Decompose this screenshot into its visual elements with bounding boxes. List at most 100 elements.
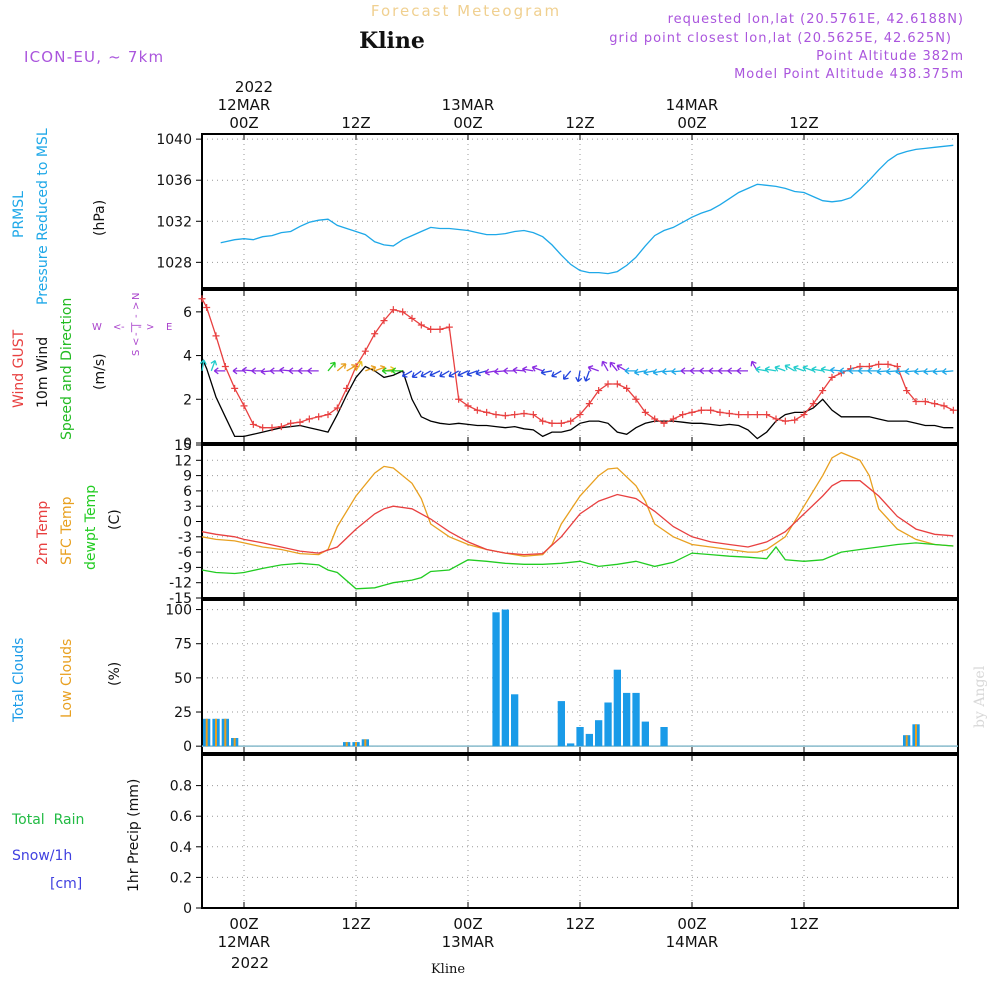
gust-marker-10	[287, 419, 295, 427]
compass-arrow-s: <	[131, 338, 142, 346]
wind-arrow-8	[279, 366, 291, 374]
wind-arrow-22	[411, 370, 422, 378]
wind-arrow-74	[895, 368, 907, 376]
gust-marker-24	[417, 321, 425, 329]
gust-marker-81	[949, 406, 957, 414]
wind-arrow-41	[587, 365, 599, 372]
wind-arrow-42	[601, 360, 609, 372]
ytick-label-temperature-7: 6	[183, 484, 192, 500]
wind-arrow-71	[867, 367, 879, 375]
compass-rose: N > - | - < S W < - | - > E	[92, 293, 172, 356]
wind-arrow-25	[439, 370, 450, 378]
wind-arrow-49	[661, 368, 674, 376]
wind-arrow-69	[848, 367, 860, 375]
gust-marker-38	[548, 419, 556, 427]
wind-speed-line	[201, 357, 954, 440]
ytick-label-pressure-2: 1036	[156, 173, 192, 189]
top-date-0: 12MAR	[218, 96, 271, 114]
gust-marker-75	[893, 363, 901, 370]
ytick-label-pressure-1: 1032	[156, 214, 192, 230]
wind-arrow-13	[336, 363, 347, 372]
gust-marker-36	[529, 411, 537, 419]
top-hour-0: 00Z	[229, 114, 258, 132]
gust-marker-28	[455, 395, 463, 403]
low-cloud-bar-2	[224, 718, 227, 747]
wind-arrow-0	[199, 359, 207, 372]
wind-arrow-60	[764, 366, 777, 374]
bottom-hour-5: 12Z	[789, 915, 818, 933]
wind-arrow-51	[680, 367, 692, 375]
total-cloud-bar-12	[576, 727, 584, 747]
wind-arrow-61	[774, 365, 786, 372]
wind-arrow-19	[381, 367, 394, 375]
ytick-label-temperature-5: 0	[183, 515, 192, 531]
wind-arrow-79	[941, 368, 954, 376]
wind-arrow-21	[401, 370, 413, 378]
wind-arrow-63	[793, 365, 805, 372]
ytick-label-pressure-3: 1040	[156, 132, 192, 148]
ytick-label-precip-3: 0.6	[170, 809, 192, 825]
gust-marker-59	[744, 411, 752, 419]
wind-arrow-53	[699, 367, 711, 375]
compass-w: W	[92, 322, 102, 333]
gust-marker-9	[277, 423, 285, 431]
gust-marker-44	[604, 380, 612, 388]
low-cloud-bar-8	[915, 724, 917, 747]
wind-arrow-64	[802, 365, 814, 372]
wind-arrow-47	[643, 368, 655, 376]
ytick-label-precip-0: 0	[183, 901, 192, 917]
wind-arrow-11	[307, 367, 319, 375]
bottom-year-label: 2022	[231, 954, 269, 972]
gust-marker-73	[875, 360, 883, 368]
gust-marker-74	[884, 360, 892, 368]
ytick-label-temperature-8: 9	[183, 469, 192, 485]
top-date-2: 13MAR	[442, 96, 495, 114]
wind-arrow-36	[540, 368, 553, 376]
gust-marker-76	[903, 387, 911, 395]
ytick-label-temperature-6: 3	[183, 499, 192, 515]
wind-arrow-77	[923, 368, 935, 376]
gust-marker-35	[520, 409, 528, 417]
gust-marker-29	[464, 402, 472, 410]
temp2m-line	[201, 480, 954, 556]
gust-marker-13	[315, 413, 323, 421]
compass-center-h: |	[130, 322, 133, 333]
total-clouds-label: Total Clouds	[11, 638, 27, 723]
model-label: ICON-EU, ~ 7km	[24, 48, 164, 66]
low-cloud-bar-4	[345, 742, 348, 747]
wind-arrow-78	[932, 368, 945, 376]
gust-marker-77	[912, 397, 920, 405]
gust-marker-11	[296, 418, 304, 426]
gust-marker-80	[940, 402, 948, 410]
gust-marker-62	[772, 415, 780, 423]
sfc-temp-line	[201, 451, 954, 557]
panel-pressure: 1028 1032 1036 1040	[156, 132, 959, 289]
compass-s: S	[131, 350, 142, 356]
ytick-label-wind-1: 2	[183, 392, 192, 408]
ytick-label-wind-3: 6	[183, 305, 192, 321]
chart-title: Forecast Meteogram	[371, 2, 561, 20]
temp-unit: (C)	[107, 509, 123, 530]
ytick-label-clouds-1: 25	[174, 705, 192, 721]
gust-marker-65	[800, 411, 808, 419]
wind-arrow-56	[727, 367, 739, 375]
compass-dash-w: -	[121, 322, 125, 333]
gust-marker-4	[231, 384, 239, 392]
wind-arrow-24	[429, 370, 441, 378]
wind-arrow-20	[391, 367, 403, 375]
gust-marker-2	[212, 332, 220, 340]
wind-arrow-50	[671, 368, 683, 376]
gust-marker-30	[473, 406, 481, 414]
top-hour-5: 12Z	[789, 114, 818, 132]
gust-marker-57	[725, 409, 733, 417]
ytick-label-temperature-10: 15	[174, 438, 192, 454]
compass-e: E	[166, 322, 172, 333]
bottom-date-4: 14MAR	[666, 933, 719, 951]
precip-unit: 1hr Precip (mm)	[126, 779, 142, 892]
wind-arrow-34	[522, 366, 534, 374]
ytick-label-temperature-0: -15	[169, 591, 192, 607]
grid-point: grid point closest lon,lat (20.5625E, 42…	[609, 31, 952, 46]
compass-center-v: |	[131, 324, 142, 327]
